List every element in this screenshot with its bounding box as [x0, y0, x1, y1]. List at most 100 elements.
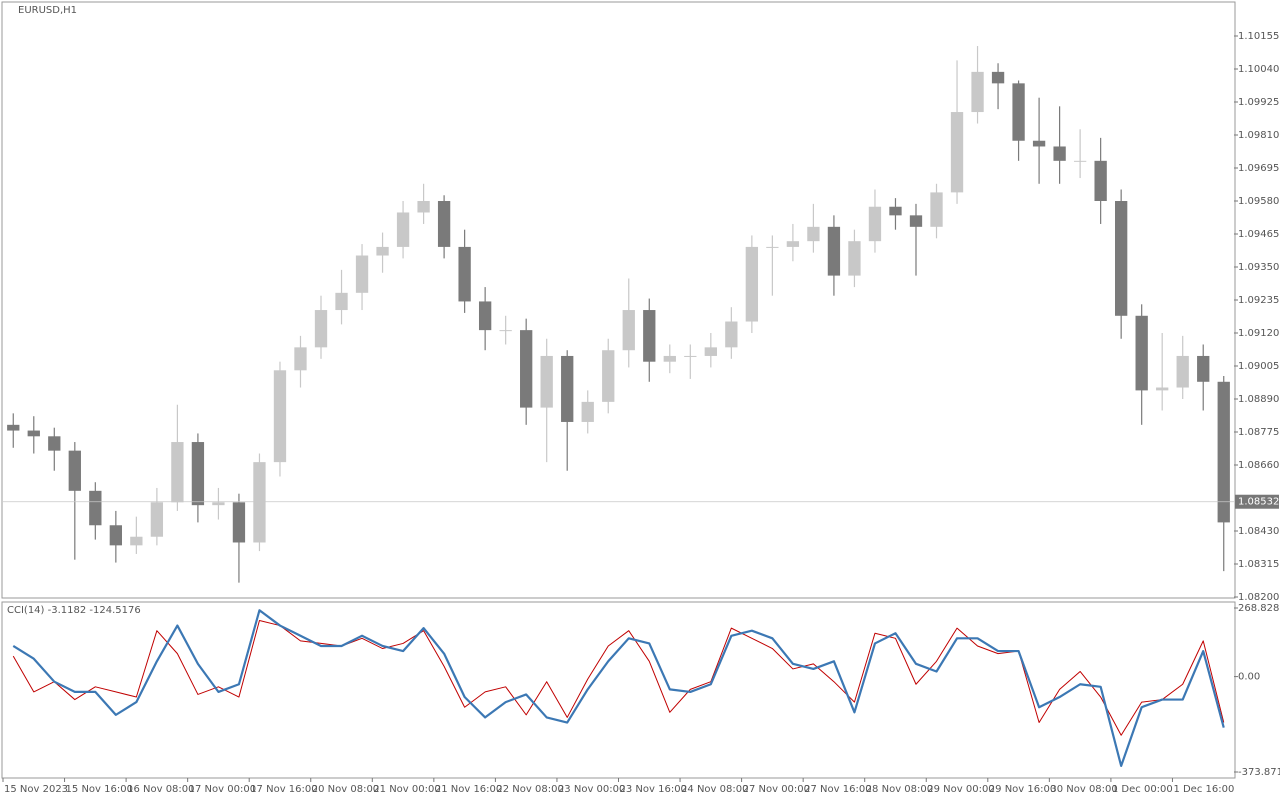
candle-body [930, 192, 943, 227]
candle-body [622, 310, 635, 351]
candle-body [745, 246, 759, 322]
cci-frame [1, 601, 1236, 779]
x-tick-label: 27 Nov 00:00 [743, 784, 810, 795]
candle-body [684, 355, 697, 357]
x-tick-label: 22 Nov 08:00 [496, 784, 563, 795]
x-tick-label: 27 Nov 16:00 [804, 784, 871, 795]
y-tick-label: -373.871 [1238, 767, 1280, 778]
candle-body [1217, 381, 1230, 523]
candle-body [458, 246, 471, 302]
x-tick-label: 29 Nov 00:00 [927, 784, 994, 795]
candle-body [909, 215, 923, 227]
candle-body [1115, 201, 1128, 316]
candle-body [827, 226, 841, 276]
candle-body [602, 350, 615, 402]
candle-body [335, 292, 348, 311]
x-tick-label: 30 Nov 08:00 [1050, 784, 1117, 795]
y-tick-label: 1.09005 [1238, 361, 1279, 372]
candle-body [520, 330, 533, 408]
candle-body [971, 71, 984, 113]
y-tick-label: 1.08890 [1238, 394, 1279, 405]
candle-body [396, 212, 410, 247]
y-tick-label: 1.09695 [1238, 163, 1279, 174]
y-tick-label: 1.09465 [1238, 229, 1279, 240]
y-tick-label: 1.08430 [1238, 526, 1279, 537]
candle-body [807, 226, 820, 242]
candle-body [355, 255, 369, 293]
y-tick-label: 0.00 [1238, 672, 1260, 683]
x-tick-label: 21 Nov 00:00 [373, 784, 440, 795]
y-tick-label: 1.08775 [1238, 427, 1279, 438]
candle-body [232, 502, 246, 543]
x-tick-label: 29 Nov 16:00 [989, 784, 1056, 795]
candle-body [889, 206, 902, 216]
x-tick-label: 16 Nov 08:00 [127, 784, 194, 795]
candle-body [1032, 140, 1046, 147]
candle-body [561, 355, 574, 422]
candle-body [581, 401, 594, 422]
y-tick-label: 1.10040 [1238, 64, 1279, 75]
candle-body [253, 462, 266, 543]
candle-body [1135, 315, 1148, 391]
x-tick-label: 23 Nov 00:00 [558, 784, 625, 795]
y-tick-label: 1.08315 [1238, 559, 1279, 570]
candle-body [212, 502, 225, 506]
candle-body [48, 436, 61, 451]
candle-body [991, 71, 1005, 84]
candle-body [868, 206, 882, 242]
x-tick-label: 1 Dec 00:00 [1112, 784, 1173, 795]
y-tick-label: 1.09810 [1238, 130, 1279, 141]
y-tick-label: 1.10155 [1238, 31, 1279, 42]
candle-body [1197, 355, 1210, 382]
candle-body [273, 370, 287, 463]
candle-body [68, 450, 81, 491]
cci-title: CCI(14) -3.1182 -124.5176 [7, 605, 141, 616]
candle-body [130, 536, 143, 546]
chart-title: EURUSD,H1 [18, 5, 77, 16]
y-tick-label: 268.828 [1238, 603, 1279, 614]
x-tick-label: 17 Nov 16:00 [250, 784, 317, 795]
candle-body [1053, 146, 1066, 161]
x-tick-label: 23 Nov 16:00 [620, 784, 687, 795]
candle-body [376, 246, 389, 256]
candle-body [704, 347, 717, 356]
candle-body [786, 241, 800, 247]
candle-body [1094, 160, 1107, 201]
candle-body [499, 330, 512, 332]
x-tick-label: 15 Nov 2023 [4, 784, 68, 795]
candle-body [950, 112, 964, 193]
candle-body [437, 201, 451, 247]
y-tick-label: 1.09580 [1238, 196, 1279, 207]
candle-body [89, 490, 102, 526]
y-tick-label: 1.09235 [1238, 295, 1279, 306]
candle-body [663, 355, 676, 362]
candle-body [1073, 160, 1087, 162]
candle-body [540, 355, 553, 408]
candle-body [725, 321, 738, 348]
cci-line [12, 609, 1225, 768]
candle-body [294, 347, 307, 371]
candle-body [27, 430, 40, 437]
x-tick-label: 15 Nov 16:00 [66, 784, 133, 795]
candle-body [1176, 355, 1189, 388]
x-tick-label: 24 Nov 08:00 [681, 784, 748, 795]
cci-line [12, 619, 1225, 736]
x-tick-label: 17 Nov 00:00 [189, 784, 256, 795]
x-tick-label: 28 Nov 08:00 [866, 784, 933, 795]
candle-body [150, 502, 164, 537]
candle-body [191, 442, 205, 506]
candle-body [1156, 387, 1169, 391]
candle-body [417, 201, 430, 213]
candle-body [766, 246, 779, 248]
y-tick-label: 1.08200 [1238, 592, 1279, 603]
candle-body [109, 525, 122, 546]
x-tick-label: 21 Nov 16:00 [435, 784, 502, 795]
last-price-label: 1.08532 [1238, 497, 1279, 508]
y-tick-label: 1.09120 [1238, 328, 1279, 339]
main-frame [1, 1, 1236, 599]
y-tick-label: 1.09925 [1238, 97, 1279, 108]
y-tick-label: 1.08660 [1238, 460, 1279, 471]
candle-body [1012, 83, 1025, 141]
